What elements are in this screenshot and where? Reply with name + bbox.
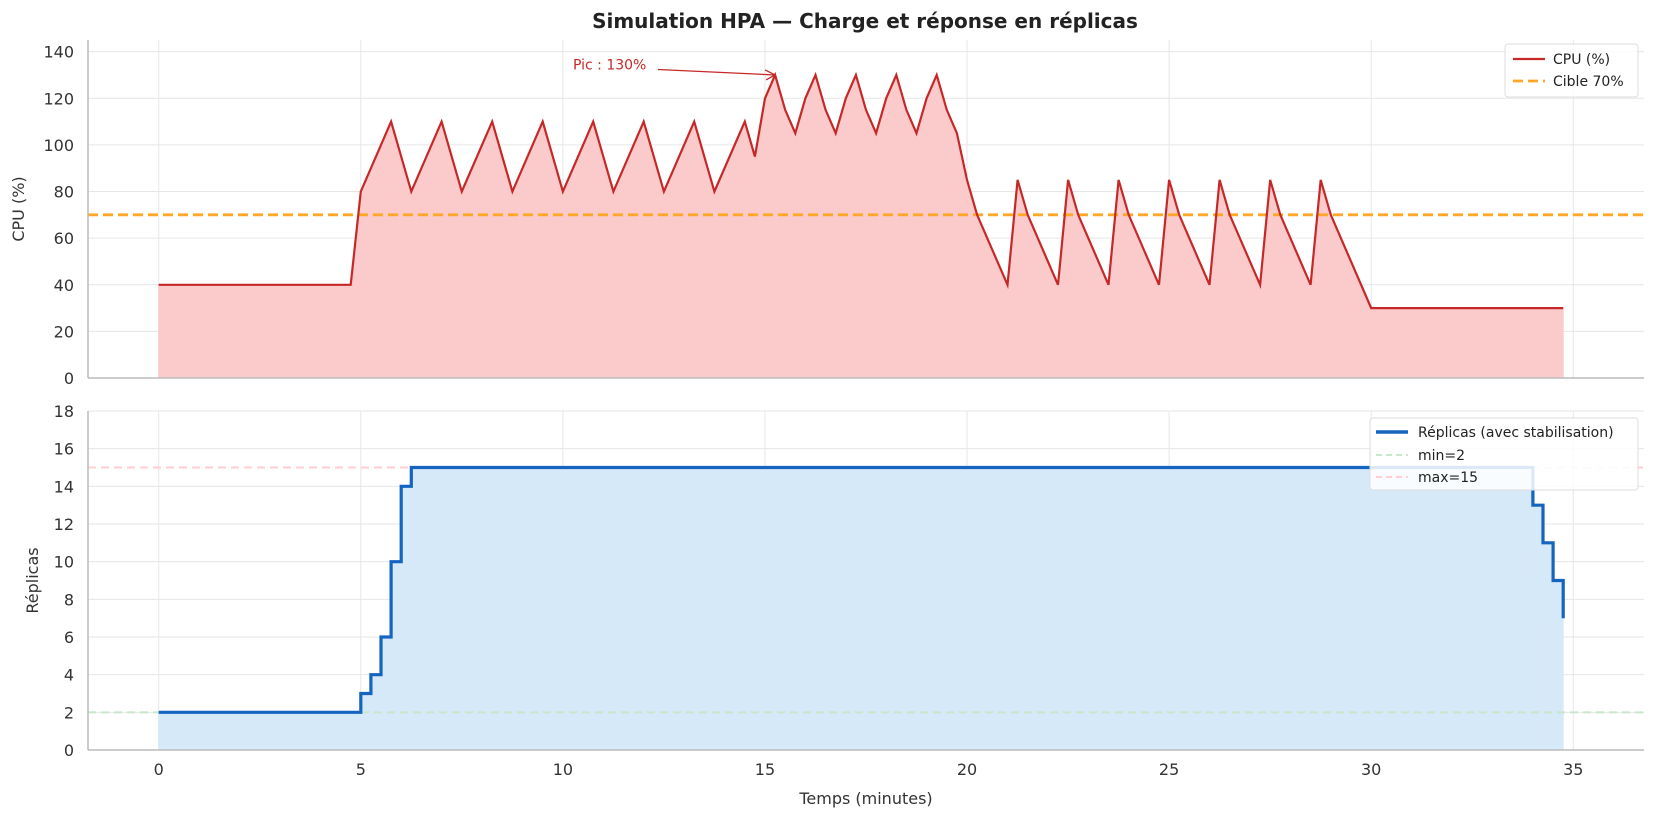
replicas-legend: Réplicas (avec stabilisation) min=2 max=…	[1369, 417, 1639, 491]
x-axis-label: Temps (minutes)	[798, 789, 932, 808]
cpu-panel: 0 20 40 60 80 100 120 140 CPU (%) Pic : 130% CP…	[9, 40, 1644, 388]
cpu-y-axis-label: CPU (%)	[9, 176, 28, 241]
y-tick-label: 140	[43, 43, 74, 62]
annotation-arrow-head	[764, 69, 777, 81]
replicas-spines	[87, 411, 1644, 751]
replicas-y-ticks: 0 2 4 6 8 10 12 14 16 18	[54, 402, 74, 760]
y-tick-label: 20	[54, 322, 74, 341]
legend-label-max: max=15	[1418, 470, 1478, 486]
y-tick-label: 18	[54, 402, 74, 421]
y-tick-label: 10	[54, 553, 74, 572]
annotation-text: Pic : 130%	[573, 57, 646, 73]
x-tick-label: 15	[755, 760, 775, 779]
x-ticks: 0 5 10 15 20 25 30 35	[154, 760, 1584, 779]
y-tick-label: 120	[43, 89, 74, 108]
replicas-area	[158, 467, 1564, 751]
cpu-y-ticks: 0 20 40 60 80 100 120 140	[43, 43, 74, 388]
y-tick-label: 60	[54, 229, 74, 248]
x-tick-label: 0	[154, 760, 164, 779]
legend-box	[1504, 43, 1639, 98]
y-tick-label: 4	[64, 666, 74, 685]
replicas-line	[158, 465, 1565, 714]
legend-box	[1369, 417, 1639, 491]
y-tick-label: 8	[64, 590, 74, 609]
y-tick-label: 16	[54, 440, 74, 459]
replicas-y-axis-label: Réplicas	[23, 547, 42, 613]
y-tick-label: 12	[54, 515, 74, 534]
y-tick-label: 100	[43, 136, 74, 155]
y-tick-label: 80	[54, 183, 74, 202]
y-tick-label: 40	[54, 276, 74, 295]
x-tick-label: 35	[1563, 760, 1583, 779]
x-tick-label: 10	[553, 760, 573, 779]
cpu-legend: CPU (%) Cible 70%	[1504, 43, 1639, 98]
peak-annotation: Pic : 130%	[573, 57, 777, 81]
legend-label-replicas: Réplicas (avec stabilisation)	[1418, 425, 1614, 441]
chart-title: Simulation HPA — Charge et réponse en ré…	[592, 9, 1138, 33]
y-tick-label: 2	[64, 703, 74, 722]
x-tick-label: 30	[1361, 760, 1381, 779]
legend-label-cpu: CPU (%)	[1553, 52, 1610, 68]
x-tick-label: 25	[1159, 760, 1179, 779]
x-tick-label: 20	[957, 760, 977, 779]
cpu-area	[158, 73, 1564, 379]
x-tick-label: 5	[356, 760, 366, 779]
y-tick-label: 6	[64, 628, 74, 647]
cpu-line	[158, 71, 1564, 310]
y-tick-label: 14	[54, 477, 74, 496]
cpu-spines	[87, 40, 1644, 379]
y-tick-label: 0	[64, 741, 74, 760]
replicas-panel: 0 2 4 6 8 10 12 14 16 18 0 5 10 15 20 25 30 35 Réplicas …	[23, 402, 1644, 808]
legend-label-target: Cible 70%	[1553, 74, 1624, 90]
annotation-arrow	[657, 68, 776, 76]
y-tick-label: 0	[64, 369, 74, 388]
legend-label-min: min=2	[1418, 448, 1465, 464]
